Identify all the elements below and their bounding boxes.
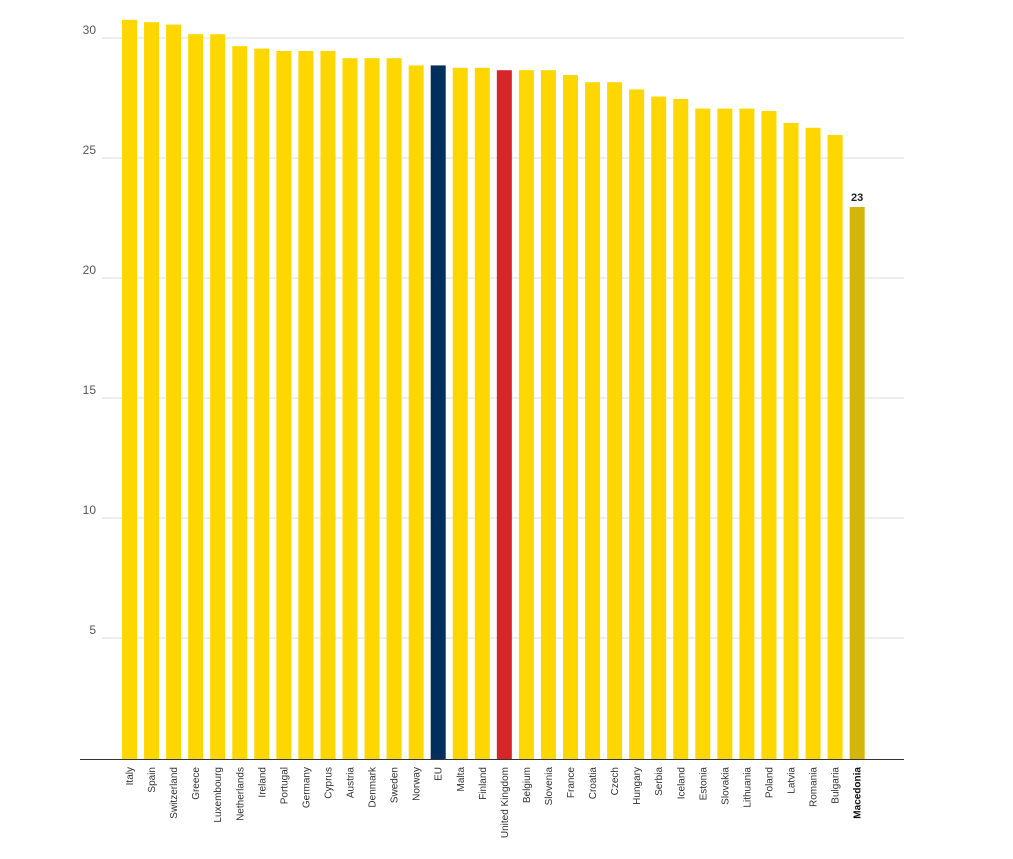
y-tick-label: 5 (89, 623, 96, 637)
bar-austria (342, 58, 358, 759)
y-tick-label: 20 (83, 263, 97, 277)
bar-hungary (629, 89, 645, 759)
x-tick-label: France (566, 767, 577, 799)
bar-finland (474, 67, 490, 760)
bars (122, 19, 865, 760)
bar-ireland (254, 48, 270, 760)
x-tick-label: Poland (764, 767, 775, 798)
bar-germany (298, 51, 314, 759)
data-labels: 23 (851, 192, 863, 204)
bar-czech (607, 82, 623, 759)
x-tick-label: Czech (610, 767, 621, 795)
bar-sweden (386, 58, 402, 759)
bar-slovakia (717, 108, 733, 760)
x-tick-label: Greece (191, 767, 202, 800)
bar-bulgaria (827, 135, 843, 759)
x-tick-label: Malta (456, 767, 467, 792)
x-tick-label: Sweden (390, 767, 401, 803)
bar-slovenia (540, 70, 556, 759)
x-tick-label: Italy (125, 767, 136, 785)
x-tick-label: Cyprus (323, 767, 334, 799)
y-tick-label: 30 (83, 23, 97, 37)
x-tick-label: Germany (301, 767, 312, 808)
x-tick-label: Norway (412, 767, 423, 801)
bar-greece (188, 34, 204, 759)
x-tick-label: Slovakia (720, 767, 731, 805)
x-tick-label: Netherlands (235, 767, 246, 821)
x-tick-label: United Kingdom (500, 767, 511, 838)
bar-denmark (364, 58, 380, 759)
x-tick-label: Luxembourg (213, 767, 224, 823)
x-tick-label: Macedonia (853, 767, 864, 819)
x-tick-label: Serbia (654, 767, 665, 796)
bar-italy (122, 19, 137, 760)
x-tick-label: Bulgaria (831, 767, 842, 804)
bar-iceland (673, 99, 689, 759)
x-tick-label: Finland (478, 767, 489, 800)
y-tick-label: 25 (83, 143, 97, 157)
bar-belgium (518, 70, 534, 759)
bar-spain (144, 22, 160, 759)
bar-croatia (585, 82, 601, 759)
bar-macedonia (849, 207, 865, 759)
bar-norway (408, 65, 424, 759)
category-labels: Italy Spain Switzerland Greece Luxembourg Net… (125, 766, 864, 838)
x-tick-label: Belgium (522, 767, 533, 803)
y-axis-ticks: 5 10 15 20 25 30 (83, 23, 97, 637)
x-tick-label: Austria (346, 767, 357, 799)
data-label: 23 (851, 192, 863, 204)
bar-eu (430, 65, 446, 759)
bar-serbia (651, 96, 667, 760)
bar-malta (452, 67, 468, 760)
x-tick-label: Portugal (279, 767, 290, 804)
x-tick-label: Hungary (632, 767, 643, 805)
x-tick-label: Iceland (676, 767, 687, 799)
bar-switzerland (166, 24, 182, 760)
x-tick-label: Romania (809, 767, 820, 807)
x-tick-label: Spain (147, 767, 158, 793)
bar-lithuania (739, 108, 755, 760)
bar-netherlands (232, 46, 248, 759)
bar-latvia (783, 123, 799, 759)
x-tick-label: Slovenia (544, 767, 555, 806)
bar-luxembourg (210, 34, 226, 759)
bar-cyprus (320, 51, 336, 759)
x-tick-label: Denmark (368, 766, 379, 808)
bar-united-kingdom (496, 70, 512, 759)
x-tick-label: Lithuania (742, 767, 753, 808)
x-tick-label: Ireland (257, 767, 268, 798)
x-tick-label: EU (434, 767, 445, 781)
y-tick-label: 10 (83, 503, 97, 517)
bar-estonia (695, 108, 711, 760)
bar-portugal (276, 51, 292, 759)
x-tick-label: Switzerland (169, 767, 180, 819)
x-tick-label: Estonia (698, 767, 709, 801)
y-tick-label: 15 (83, 383, 97, 397)
x-tick-label: Latvia (787, 767, 798, 794)
bar-poland (761, 111, 777, 759)
bar-romania (805, 127, 821, 760)
bar-france (563, 75, 578, 759)
x-tick-label: Croatia (588, 767, 599, 800)
